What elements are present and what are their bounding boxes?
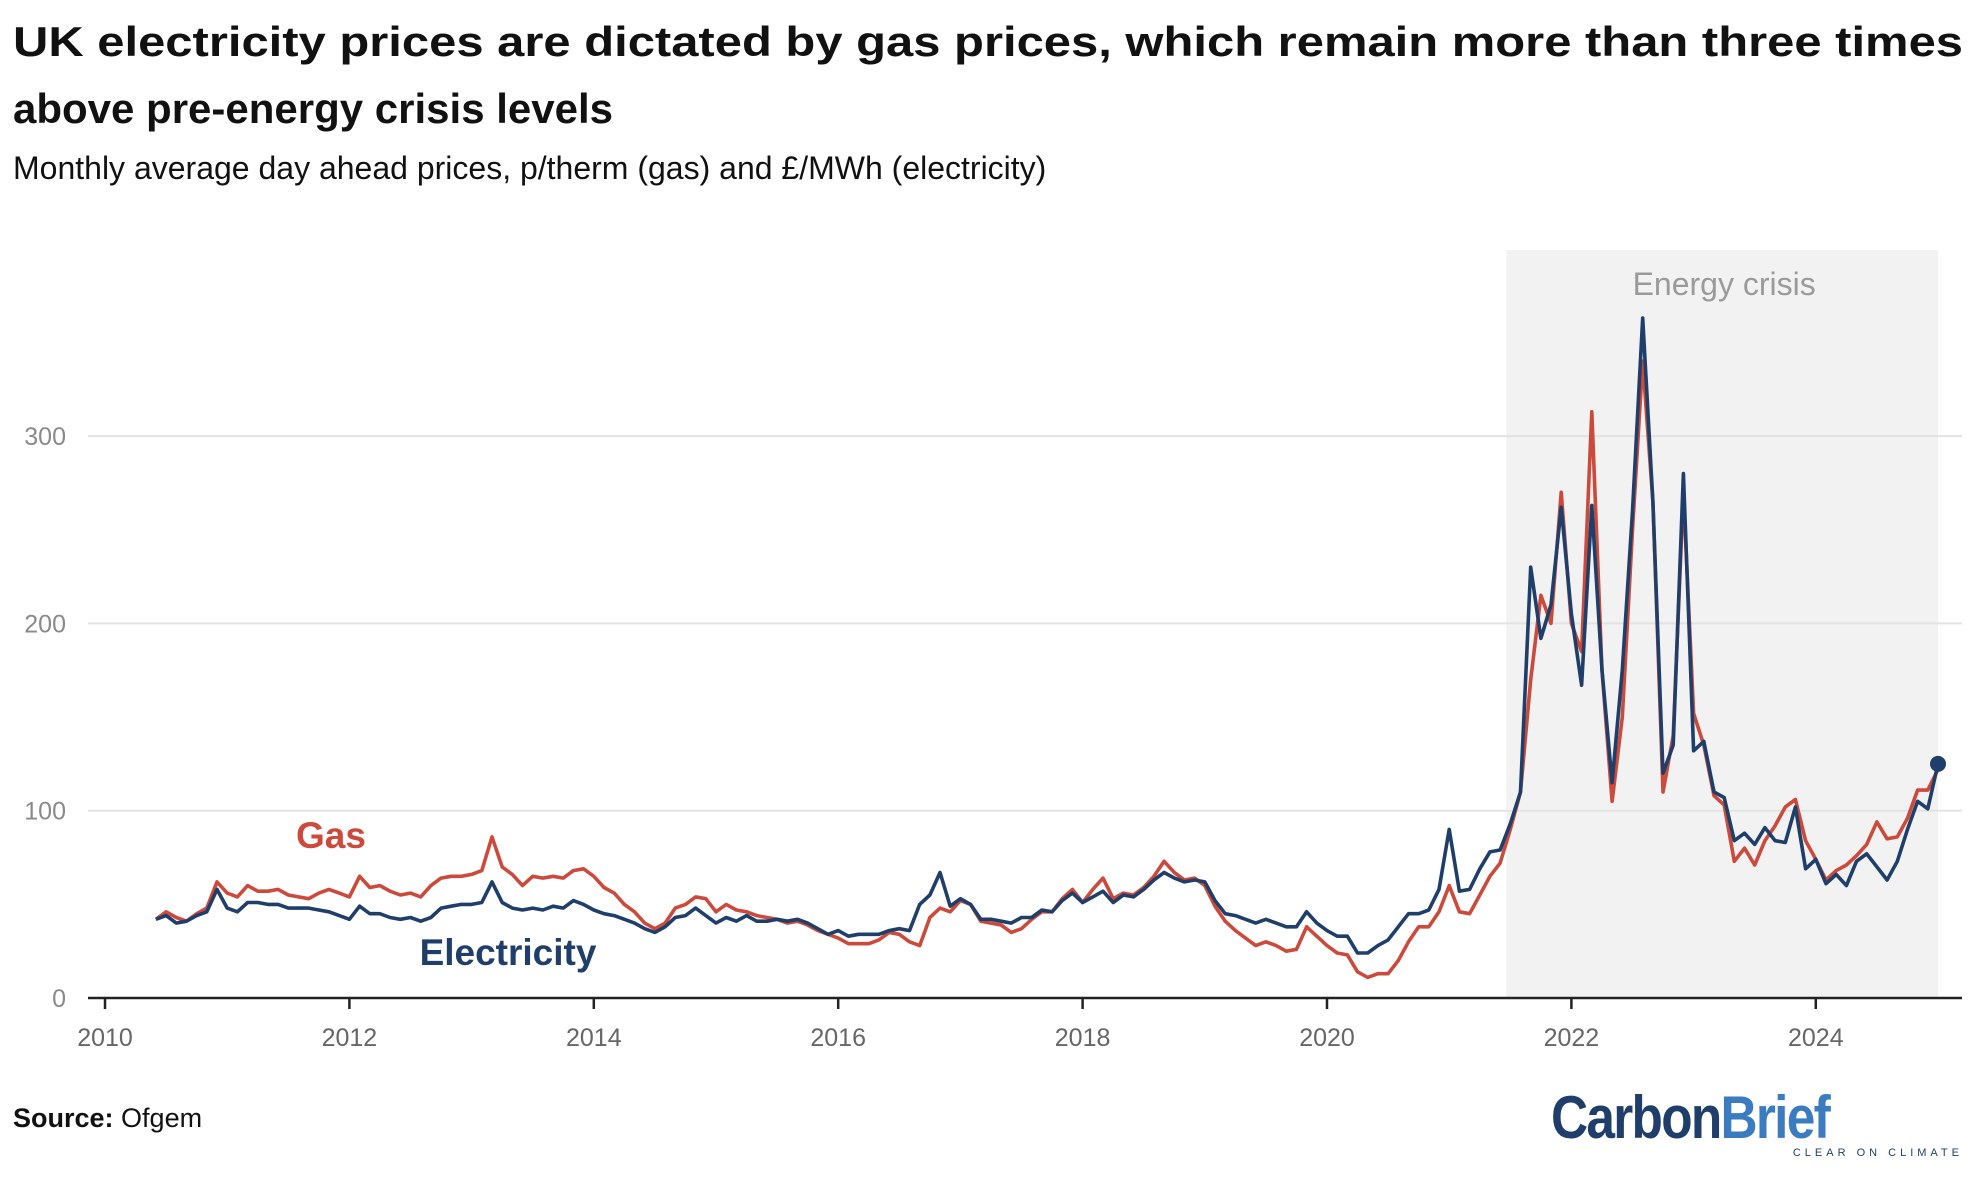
x-tick-label-2012: 2012 [322, 1024, 378, 1052]
x-tick-label-2014: 2014 [566, 1024, 622, 1052]
plot-area: Energy crisis 0 100 200 300 2010 2012 2014 2016 2… [24, 250, 1962, 1052]
y-tick-label-200: 200 [24, 610, 66, 638]
source-value: Ofgem [121, 1103, 202, 1133]
y-tick-label-300: 300 [24, 423, 66, 451]
y-tick-label-100: 100 [24, 798, 66, 826]
x-tick-label-2022: 2022 [1544, 1024, 1600, 1052]
electricity-line [155, 316, 1940, 955]
carbonbrief-logo: CarbonBrief CLEAR ON CLIMATE [1551, 1084, 1963, 1159]
chart-title-line-1: UK electricity prices are dictated by ga… [13, 18, 1963, 65]
source-note: Source: Ofgem [13, 1103, 202, 1133]
chart-title-line-2: above pre-energy crisis levels [13, 85, 613, 132]
y-tick-label-0: 0 [52, 985, 66, 1013]
electricity-series-label: Electricity [420, 932, 597, 973]
x-tick-label-2020: 2020 [1299, 1024, 1355, 1052]
logo-carbon: Carbon [1551, 1084, 1721, 1151]
logo-tagline: CLEAR ON CLIMATE [1793, 1147, 1963, 1159]
chart-subtitle: Monthly average day ahead prices, p/ther… [13, 150, 1046, 186]
x-tick-label-2018: 2018 [1055, 1024, 1111, 1052]
gas-series-label: Gas [296, 815, 366, 856]
source-label: Source: [13, 1103, 114, 1133]
x-tick-label-2024: 2024 [1788, 1024, 1844, 1052]
svg-text:CarbonBrief: CarbonBrief [1551, 1084, 1832, 1151]
x-tick-label-2016: 2016 [810, 1024, 866, 1052]
electricity-latest-point [1930, 755, 1946, 772]
logo-brief: Brief [1721, 1084, 1832, 1151]
x-tick-label-2010: 2010 [77, 1024, 133, 1052]
energy-crisis-label: Energy crisis [1633, 266, 1816, 302]
